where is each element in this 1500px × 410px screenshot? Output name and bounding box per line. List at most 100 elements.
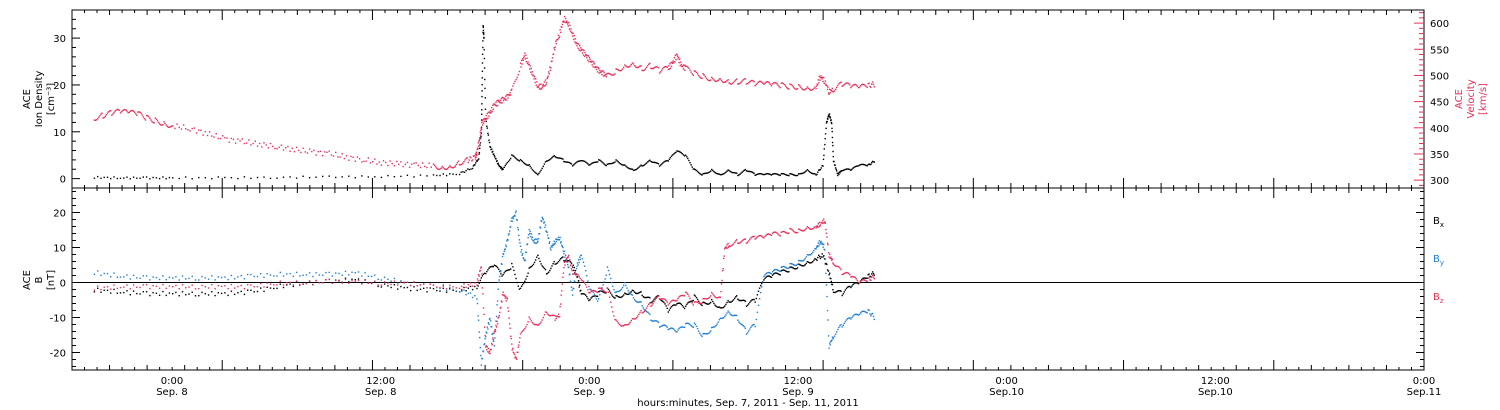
- bx-point: [477, 285, 479, 287]
- velocity-point: [615, 68, 617, 70]
- by-point: [756, 311, 759, 313]
- ion-density-point: [836, 170, 838, 172]
- velocity-point: [533, 76, 536, 78]
- bz-point: [531, 321, 534, 324]
- ion-density-point: [482, 32, 485, 34]
- velocity-point: [477, 142, 479, 144]
- by-point: [705, 333, 707, 335]
- by-point: [577, 264, 579, 266]
- velocity-point: [866, 86, 868, 89]
- ion-density-point: [123, 177, 125, 179]
- velocity-point: [680, 61, 682, 63]
- by-point: [748, 330, 750, 332]
- velocity-point: [508, 94, 511, 96]
- bz-point: [740, 241, 742, 243]
- by-point: [119, 276, 122, 278]
- by-point: [480, 354, 482, 357]
- by-point: [642, 307, 644, 309]
- velocity-point: [519, 62, 522, 64]
- by-point: [487, 322, 490, 324]
- ion-density-point: [455, 173, 457, 176]
- ion-density-point: [566, 161, 568, 163]
- ion-density-point: [516, 158, 518, 161]
- bz-point: [591, 290, 593, 292]
- bz-point: [625, 324, 627, 326]
- bx-point: [178, 295, 180, 297]
- bx-point: [571, 266, 574, 268]
- by-point: [714, 325, 716, 328]
- bz-point: [97, 285, 99, 287]
- bx-point: [687, 302, 689, 304]
- ion-density-point: [119, 177, 122, 179]
- bz-point: [711, 291, 713, 294]
- ion-density-point: [690, 164, 692, 166]
- bz-point: [188, 286, 190, 288]
- top-left-tick-label: 0: [60, 175, 66, 186]
- ion-density-point: [700, 173, 702, 176]
- by-point: [552, 243, 554, 245]
- velocity-point: [851, 85, 853, 88]
- ion-density-point: [478, 151, 481, 154]
- bz-point: [792, 230, 794, 232]
- by-point: [515, 210, 517, 212]
- bx-point: [567, 260, 569, 262]
- by-point: [764, 274, 766, 276]
- bx-point: [403, 287, 405, 289]
- bx-point: [781, 269, 784, 271]
- velocity-point: [117, 108, 119, 111]
- velocity-point: [335, 151, 337, 154]
- ion-density-point: [650, 160, 652, 163]
- ion-density-point: [776, 173, 778, 175]
- bz-point: [624, 324, 626, 326]
- by-point: [606, 266, 609, 268]
- bx-point: [820, 256, 822, 258]
- ion-density-point: [564, 161, 566, 163]
- velocity-point: [432, 163, 435, 165]
- by-point: [496, 300, 499, 302]
- ion-density-point: [717, 173, 719, 175]
- by-point: [501, 255, 504, 258]
- bx-point: [493, 264, 496, 266]
- bx-point: [864, 277, 866, 279]
- velocity-point: [594, 66, 596, 69]
- bz-point: [480, 267, 482, 269]
- velocity-point: [695, 71, 698, 74]
- ion-density-point: [568, 161, 571, 164]
- bz-point: [445, 288, 448, 290]
- x-tick-date-label: Sep. 8: [365, 387, 397, 398]
- by-point: [315, 272, 317, 274]
- ion-density-point: [518, 160, 521, 162]
- bx-point: [93, 291, 96, 293]
- bx-point: [539, 260, 541, 263]
- bx-point: [766, 275, 768, 277]
- bz-point: [582, 280, 585, 283]
- bx-point: [488, 267, 490, 269]
- bz-point: [823, 222, 825, 224]
- bz-point: [380, 284, 383, 286]
- bx-point: [690, 300, 692, 303]
- velocity-point: [642, 69, 644, 72]
- velocity-point: [149, 117, 151, 119]
- by-point: [735, 314, 737, 316]
- velocity-point: [535, 78, 537, 80]
- velocity-point: [690, 71, 692, 73]
- bz-point: [755, 237, 757, 239]
- velocity-point: [213, 136, 215, 138]
- by-point: [486, 326, 488, 328]
- velocity-point: [653, 67, 655, 69]
- ion-density-point: [93, 177, 96, 179]
- bz-point: [495, 326, 498, 328]
- bz-point: [477, 274, 480, 276]
- velocity-point: [547, 75, 549, 77]
- velocity-point: [857, 87, 860, 89]
- bz-point: [436, 286, 438, 288]
- by-point: [578, 261, 580, 264]
- bz-point: [664, 298, 666, 301]
- bz-point: [573, 273, 575, 275]
- by-point: [476, 302, 479, 305]
- by-point: [872, 315, 875, 318]
- velocity-point: [764, 82, 766, 84]
- ion-density-point: [711, 168, 713, 171]
- bz-point: [857, 281, 860, 284]
- bz-point: [260, 282, 262, 285]
